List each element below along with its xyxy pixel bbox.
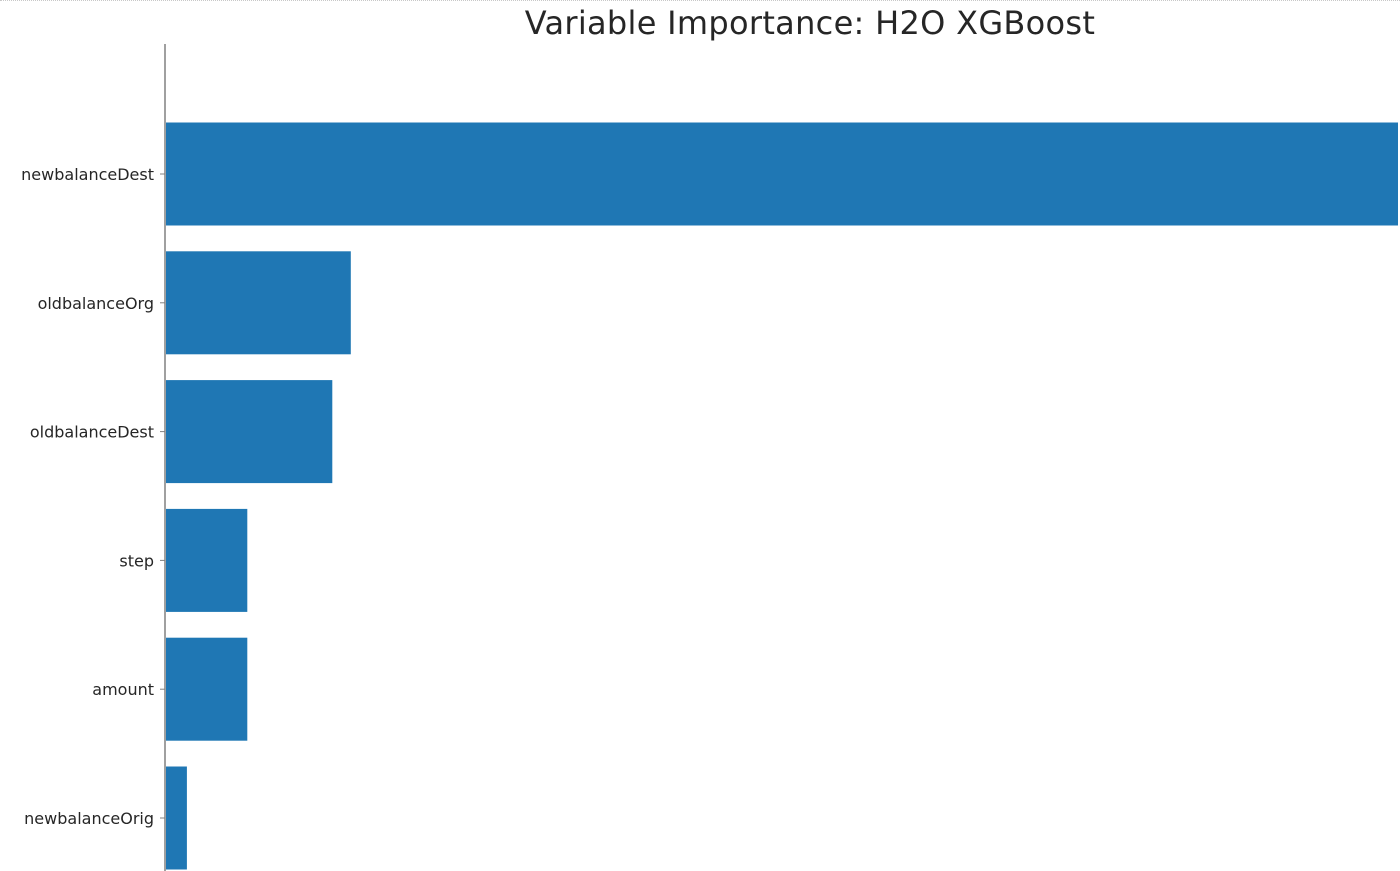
y-tick-label-oldbalanceDest: oldbalanceDest [30,423,154,442]
y-tick-label-oldbalanceOrg: oldbalanceOrg [38,294,154,313]
chart-title: Variable Importance: H2O XGBoost [524,4,1096,42]
bar-newbalanceDest [166,122,1398,226]
figure-top-border [0,0,1400,1]
y-ticks-layer: newbalanceDest oldbalanceOrg oldbalanceDes… [21,165,165,828]
y-tick-label-newbalanceDest: newbalanceDest [21,165,154,184]
y-tick-label-newbalanceOrig: newbalanceOrig [24,809,154,828]
y-tick-label-step: step [119,551,154,570]
y-tick-label-amount: amount [92,680,154,699]
bars-layer [166,122,1398,870]
bar-amount [166,637,248,741]
bar-step [166,508,248,612]
bar-oldbalanceOrg [166,251,351,355]
bar-oldbalanceDest [166,380,333,484]
bar-newbalanceOrig [166,766,187,870]
